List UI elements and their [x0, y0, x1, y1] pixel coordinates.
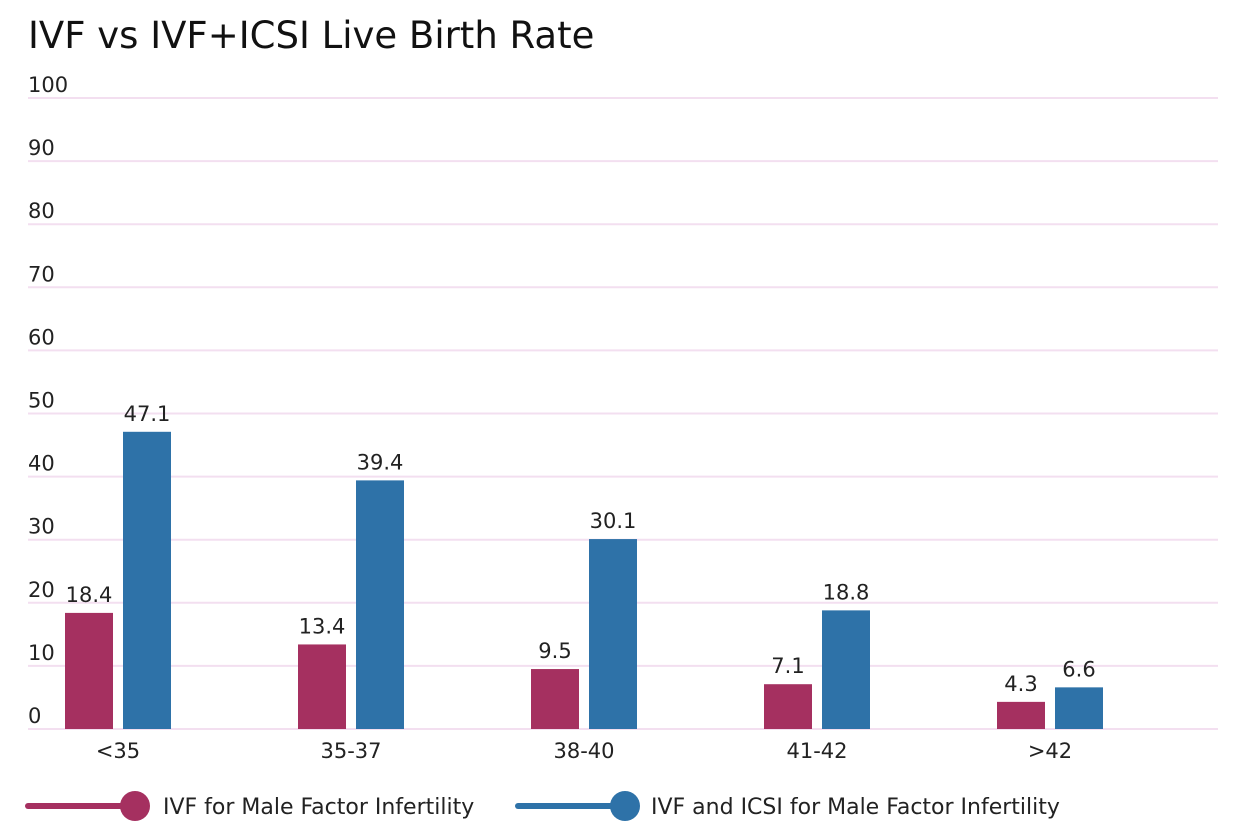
y-tick-label: 60: [28, 325, 55, 349]
y-tick-label: 40: [28, 452, 55, 476]
bars: [65, 431, 1103, 729]
bar-series2-1: [356, 480, 404, 729]
data-label: 9.5: [538, 639, 571, 663]
data-labels: 18.4 47.1 13.4 39.4 9.5 30.1 7.1 18.8 4.3 6.6: [66, 402, 1096, 696]
y-tick-label: 20: [28, 578, 55, 602]
legend-item-2: IVF and ICSI for Male Factor Infertility: [515, 791, 1060, 821]
legend-dot-icon: [610, 791, 640, 821]
y-axis: 0 10 20 30 40 50 60 70 80 90 100: [28, 73, 68, 728]
data-label: 7.1: [771, 654, 804, 678]
y-tick-label: 50: [28, 389, 55, 413]
x-tick-label: 35-37: [320, 739, 381, 763]
x-axis: <35 35-37 38-40 41-42 >42: [96, 739, 1072, 763]
data-label: 4.3: [1004, 672, 1037, 696]
bar-series1-0: [65, 612, 113, 729]
bar-series1-4: [997, 701, 1045, 729]
legend-label: IVF for Male Factor Infertility: [163, 795, 474, 820]
bar-series1-1: [298, 644, 346, 729]
x-tick-label: 38-40: [553, 739, 614, 763]
y-tick-label: 30: [28, 515, 55, 539]
y-tick-label: 90: [28, 136, 55, 160]
data-label: 13.4: [299, 614, 346, 638]
data-label: 47.1: [124, 402, 171, 426]
x-tick-label: 41-42: [786, 739, 847, 763]
data-label: 6.6: [1062, 657, 1095, 681]
y-tick-label: 10: [28, 641, 55, 665]
y-tick-label: 80: [28, 199, 55, 223]
legend-dot-icon: [120, 791, 150, 821]
data-label: 18.4: [66, 583, 113, 607]
bar-series1-2: [531, 669, 579, 729]
bar-series2-4: [1055, 687, 1103, 729]
y-tick-label: 100: [28, 73, 68, 97]
legend: IVF for Male Factor Infertility IVF and I…: [25, 791, 1060, 821]
bar-series2-0: [123, 431, 171, 729]
legend-item-1: IVF for Male Factor Infertility: [25, 791, 474, 821]
x-tick-label: >42: [1028, 739, 1072, 763]
bar-series2-3: [822, 610, 870, 729]
data-label: 18.8: [823, 580, 870, 604]
data-label: 30.1: [590, 509, 637, 533]
y-tick-label: 0: [28, 704, 41, 728]
x-tick-label: <35: [96, 739, 140, 763]
y-tick-label: 70: [28, 262, 55, 286]
grid-lines: [28, 97, 1218, 730]
chart-title: IVF vs IVF+ICSI Live Birth Rate: [28, 14, 594, 57]
bar-series1-3: [764, 684, 812, 729]
bar-series2-2: [589, 539, 637, 729]
legend-label: IVF and ICSI for Male Factor Infertility: [651, 795, 1060, 820]
data-label: 39.4: [357, 450, 404, 474]
